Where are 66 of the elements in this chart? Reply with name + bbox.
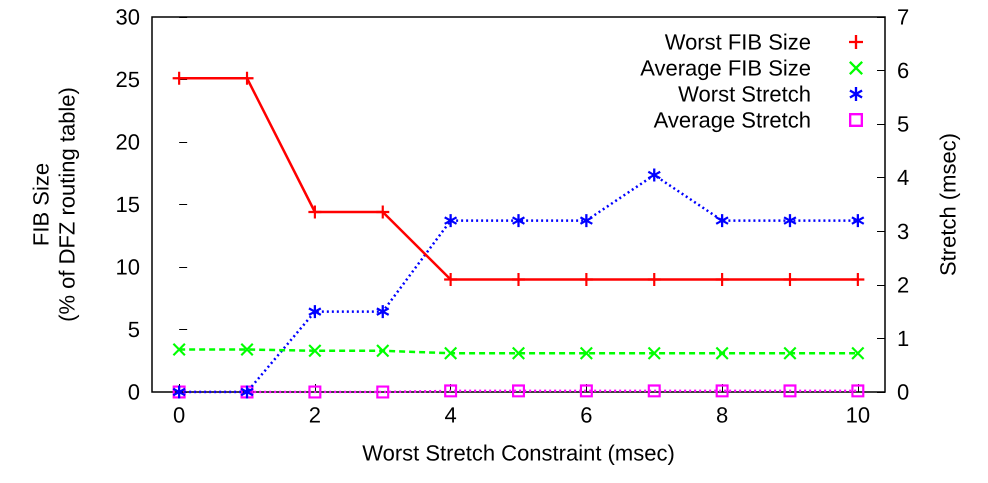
y2-tick-label: 6	[897, 58, 910, 84]
point	[308, 305, 322, 318]
point	[444, 273, 458, 286]
y-tick-label: 20	[116, 130, 140, 154]
point	[580, 346, 593, 360]
point	[648, 346, 661, 360]
point	[716, 384, 729, 398]
point	[648, 273, 661, 286]
y-tick-label: 5	[128, 317, 140, 342]
y2-tick-label: 2	[897, 272, 910, 298]
y2-tick-label: 5	[897, 112, 910, 137]
y-tick-label: 30	[116, 4, 140, 30]
y2-tick-label: 4	[897, 165, 910, 190]
y2-tick-label: 7	[897, 4, 910, 30]
point	[512, 214, 525, 228]
point	[444, 346, 458, 360]
y-tick-label: 0	[128, 380, 140, 404]
point	[308, 206, 322, 218]
y2-tick-label: 1	[897, 326, 910, 351]
x-tick-label: 2	[308, 402, 322, 428]
point	[851, 384, 864, 398]
point	[376, 305, 390, 318]
y-tick-label: 15	[116, 192, 140, 217]
point	[783, 273, 796, 286]
y-tick-label: 10	[116, 254, 140, 280]
point	[580, 384, 593, 398]
point	[783, 384, 796, 398]
point	[376, 386, 390, 398]
y2-tick-label: 0	[897, 380, 910, 404]
y2-axis-title: Stretch (msec)	[936, 132, 960, 276]
point	[376, 206, 390, 218]
point	[444, 384, 458, 398]
point	[851, 273, 864, 286]
x-tick-label: 8	[716, 402, 728, 428]
point	[783, 346, 796, 360]
point	[512, 273, 525, 286]
point	[851, 214, 864, 228]
legend-label: Worst Stretch	[678, 82, 811, 106]
point	[716, 214, 729, 228]
point	[172, 343, 186, 356]
y-axis-title: FIB Size (% of DFZ routing table)	[28, 87, 80, 322]
x-tick-label: 10	[846, 402, 870, 428]
x-axis-title: Worst Stretch Constraint (msec)	[362, 440, 675, 466]
point	[716, 273, 729, 286]
point	[580, 214, 593, 228]
point	[716, 346, 729, 360]
point	[308, 344, 322, 358]
legend-label: Average FIB Size	[640, 56, 811, 80]
point	[783, 214, 796, 228]
point	[376, 344, 390, 358]
legend-label: Average Stretch	[654, 108, 811, 132]
point	[308, 386, 322, 398]
point	[851, 346, 864, 360]
y-tick-label: 25	[116, 67, 140, 92]
point	[648, 168, 661, 182]
x-tick-label: 4	[444, 402, 457, 428]
point	[648, 384, 661, 398]
point	[512, 346, 525, 360]
x-tick-label: 6	[580, 402, 592, 428]
point	[512, 384, 525, 398]
point	[240, 343, 254, 356]
y2-tick-label: 3	[897, 218, 910, 244]
x-tick-label: 0	[173, 402, 186, 428]
point	[444, 214, 458, 228]
legend-label: Worst FIB Size	[664, 30, 811, 54]
point	[580, 273, 593, 286]
